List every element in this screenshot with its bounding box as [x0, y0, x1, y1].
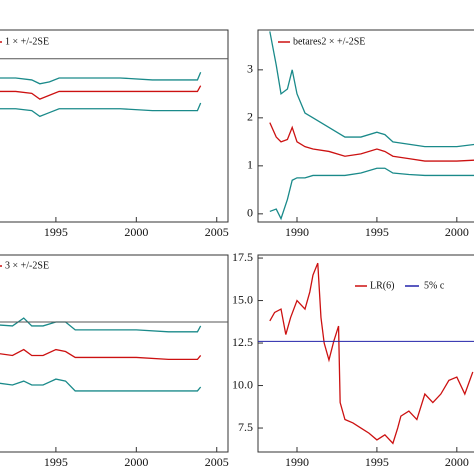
series-line [0, 71, 202, 85]
series-line [269, 167, 474, 221]
series-line [0, 317, 202, 333]
y-tick-label: 1 [247, 158, 253, 172]
legend-label: 5% c [424, 280, 445, 291]
plot-frame [0, 254, 229, 453]
plot-frame [257, 29, 474, 223]
legend-label: LR(6) [370, 280, 394, 291]
y-tick-label: 12.5 [232, 335, 253, 349]
series-line [0, 378, 202, 392]
x-tick-label: 2000 [124, 455, 148, 469]
x-tick-label: 2005 [205, 455, 229, 469]
y-tick-label: 0 [247, 206, 253, 220]
series-line [0, 102, 202, 118]
legend-label: 1 × +/-2SE [5, 36, 49, 47]
x-tick-label: 1995 [365, 455, 389, 469]
x-tick-label: 2000 [124, 225, 148, 239]
x-tick-label: 2005 [205, 225, 229, 239]
legend-label: betares2 × +/-2SE [293, 36, 365, 47]
series-line [269, 122, 474, 162]
x-tick-label: 1995 [44, 225, 68, 239]
plot-frame [0, 29, 229, 223]
y-tick-label: 3 [247, 62, 253, 76]
y-tick-label: 17.5 [232, 250, 253, 264]
y-tick-label: 7.5 [238, 420, 253, 434]
legend-label: 3 × +/-2SE [5, 260, 49, 271]
plot-frame [257, 254, 474, 453]
x-tick-label: 1995 [365, 225, 389, 239]
x-tick-label: 1990 [285, 225, 309, 239]
x-tick-label: 2000 [445, 455, 469, 469]
x-tick-label: 1995 [44, 455, 68, 469]
series-line [0, 85, 202, 100]
x-tick-label: 1990 [285, 455, 309, 469]
y-tick-label: 15.0 [232, 292, 253, 306]
series-line [269, 31, 474, 148]
series-line [0, 348, 202, 361]
y-tick-label: 2 [247, 110, 253, 124]
series-line [269, 262, 474, 445]
x-tick-label: 2000 [445, 225, 469, 239]
y-tick-label: 10.0 [232, 377, 253, 391]
